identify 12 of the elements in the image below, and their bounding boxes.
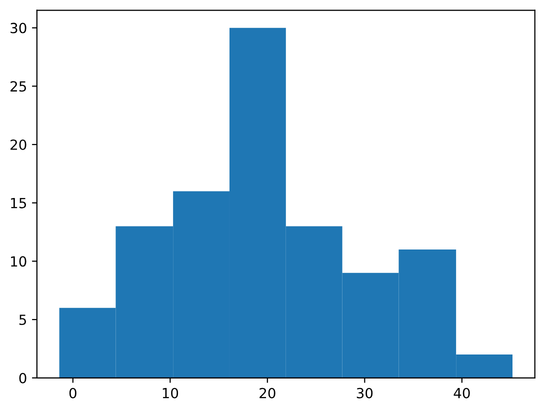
x-tick-label: 0 [69,388,76,398]
y-tick-label: 0 [19,372,26,384]
y-tick-label: 20 [10,139,26,150]
x-tick-label: 10 [162,388,178,398]
y-tick-label: 30 [10,22,26,34]
y-tick-label: 10 [11,256,26,267]
x-tick-label: 30 [356,388,373,398]
x-tick-label: 40 [454,388,470,398]
y-tick-label: 25 [10,81,26,92]
y-tick-label: 15 [11,198,26,208]
x-tick-label: 20 [260,388,276,398]
y-tick-label: 5 [19,314,26,326]
